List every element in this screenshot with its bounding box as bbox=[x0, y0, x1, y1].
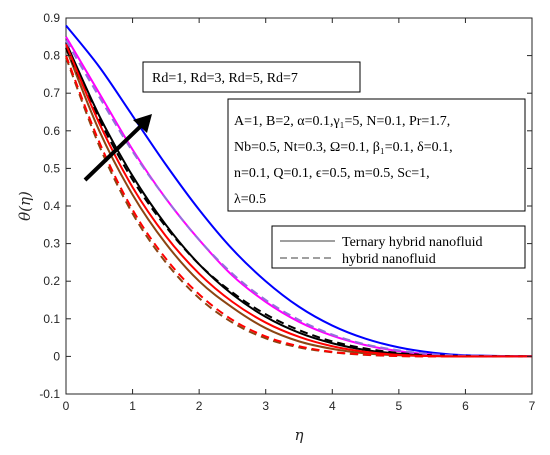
ticks-layer: 0 1 2 3 4 5 6 7-0.100.10.20.30.40.50.60.70.80.9 bbox=[39, 11, 535, 413]
rd-annotation-box bbox=[142, 61, 361, 93]
legend: Ternary hybrid nanofluid hybrid nanoflui… bbox=[271, 225, 526, 269]
legend-box bbox=[271, 225, 526, 269]
y-tick-label: 0.6 bbox=[43, 124, 60, 138]
y-axis-label: θ(η) bbox=[16, 191, 34, 221]
x-tick-label: 0 bbox=[63, 399, 70, 413]
y-tick-label: 0.4 bbox=[43, 199, 60, 213]
legend-label-hybrid: hybrid nanofluid bbox=[342, 252, 436, 267]
y-tick-label: 0.5 bbox=[43, 161, 60, 175]
parameter-box bbox=[227, 98, 526, 212]
y-tick-label: 0.7 bbox=[43, 86, 60, 100]
y-tick-label: 0.8 bbox=[43, 49, 60, 63]
legend-label-ternary: Ternary hybrid nanofluid bbox=[342, 235, 483, 250]
y-tick-label: 0.1 bbox=[43, 312, 60, 326]
x-tick-label: 6 bbox=[462, 399, 469, 413]
x-tick-label: 2 bbox=[196, 399, 203, 413]
y-tick-label: 0.2 bbox=[43, 274, 60, 288]
y-tick-label: 0.3 bbox=[43, 237, 60, 251]
y-tick-label: -0.1 bbox=[39, 387, 60, 401]
rd-annotation-text: Rd=1, Rd=3, Rd=5, Rd=7 bbox=[152, 71, 298, 86]
x-tick-label: 5 bbox=[396, 399, 403, 413]
parameter-line-4: λ=0.5 bbox=[234, 192, 266, 207]
x-axis-label: η bbox=[295, 426, 304, 444]
x-tick-label: 3 bbox=[262, 399, 269, 413]
x-tick-label: 7 bbox=[529, 399, 536, 413]
series-layer bbox=[65, 24, 533, 358]
parameter-line-2: Nb=0.5, Nt=0.3, Ω=0.1, β₁=0.1, δ=0.1, bbox=[234, 140, 453, 155]
increase-arrow-icon bbox=[83, 114, 152, 182]
parameter-line-1: A=1, B=2, α=0.1,γ₁=5, N=0.1, Pr=1.7, bbox=[234, 114, 450, 129]
parameter-line-3: n=0.1, Q=0.1, ϵ=0.5, m=0.5, Sc=1, bbox=[234, 166, 430, 181]
y-tick-label: 0.9 bbox=[43, 11, 60, 25]
x-tick-label: 1 bbox=[129, 399, 136, 413]
x-tick-label: 4 bbox=[329, 399, 336, 413]
y-tick-label: 0 bbox=[53, 349, 60, 363]
ternary-series-line-8 bbox=[65, 43, 533, 358]
hybrid-series-line-7 bbox=[65, 40, 533, 358]
